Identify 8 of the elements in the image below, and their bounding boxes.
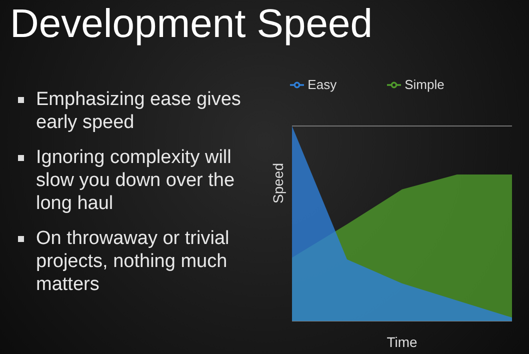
x-axis-title: Time xyxy=(386,334,418,350)
y-axis-title: Speed xyxy=(270,163,286,204)
legend-label: Simple xyxy=(404,77,444,92)
chart-title: Development Speed xyxy=(10,2,372,47)
text: On throwaway or trivial projects, nothing much matters xyxy=(36,227,230,296)
text: Emphasizing ease gives early speed xyxy=(36,88,242,134)
text: Ignoring complexity will slow you down over the long haul xyxy=(36,146,236,215)
legend-label: Easy xyxy=(308,77,337,92)
